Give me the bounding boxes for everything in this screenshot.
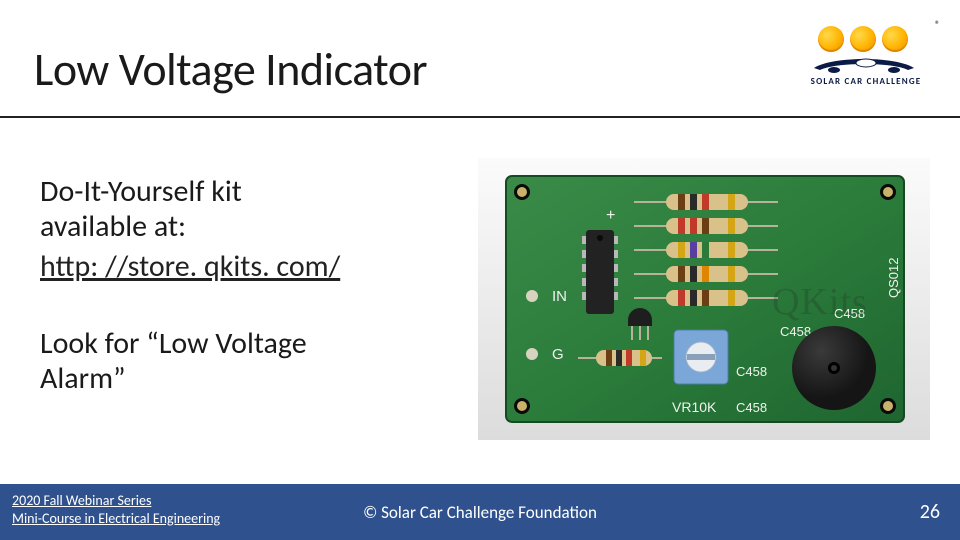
lookfor-line-2: Alarm” <box>40 360 126 397</box>
footer-series-line1: 2020 Fall Webinar Series <box>12 492 151 509</box>
photo-watermark: QKits <box>772 280 868 324</box>
slide-header: Low Voltage Indicator ® SOLAR CAR CHALLE… <box>0 0 960 118</box>
slide: Low Voltage Indicator ® SOLAR CAR CHALLE… <box>0 0 960 540</box>
svg-text:+: + <box>606 207 615 224</box>
sun-icon <box>818 26 844 52</box>
footer-series: 2020 Fall Webinar Series Mini-Course in … <box>12 492 220 527</box>
footer-series-line2: Mini-Course in Electrical Engineering <box>12 510 220 527</box>
svg-text:C458: C458 <box>736 364 767 379</box>
store-link[interactable]: http: //store. qkits. com/ <box>40 248 340 285</box>
kit-line-2: available at: <box>40 208 186 245</box>
slide-title: Low Voltage Indicator <box>34 42 427 98</box>
svg-text:QS012: QS012 <box>886 258 901 298</box>
svg-text:C458: C458 <box>736 400 767 415</box>
body-text: Do-It-Yourself kit available at: http: /… <box>40 175 450 396</box>
logo-suns <box>818 26 908 52</box>
page-number: 26 <box>920 500 940 524</box>
kit-line-1: Do-It-Yourself kit <box>40 173 242 210</box>
logo-car-icon <box>812 54 916 74</box>
slide-footer: 2020 Fall Webinar Series Mini-Course in … <box>0 484 960 540</box>
sun-icon <box>882 26 908 52</box>
title-divider <box>0 116 960 118</box>
logo-solar-car-challenge: ® SOLAR CAR CHALLENGE <box>790 18 940 106</box>
lookfor-text: Look for “Low Voltage Alarm” <box>40 327 450 396</box>
lookfor-line-1: Look for “Low Voltage <box>40 325 307 362</box>
pcb-photo: IN G + QS012 <box>478 158 930 440</box>
kit-description: Do-It-Yourself kit available at: <box>40 175 450 244</box>
svg-text:VR10K: VR10K <box>672 399 717 415</box>
svg-text:IN: IN <box>552 288 567 305</box>
sun-icon <box>850 26 876 52</box>
logo-text: SOLAR CAR CHALLENGE <box>806 76 926 87</box>
registered-mark: ® <box>935 18 940 31</box>
svg-text:G: G <box>552 346 564 363</box>
